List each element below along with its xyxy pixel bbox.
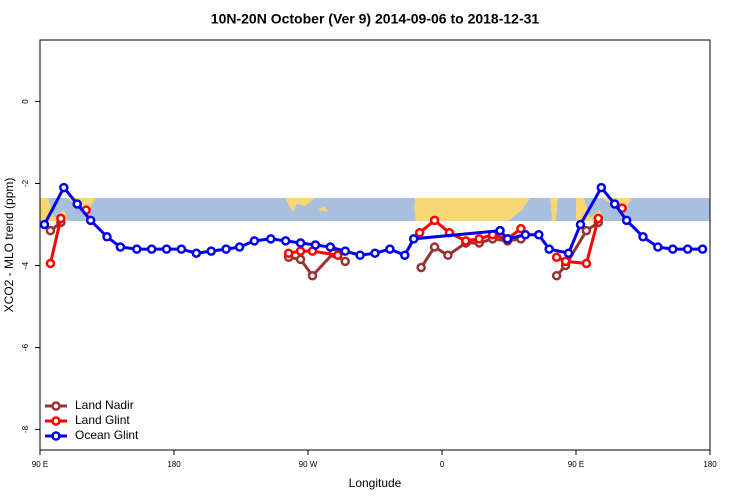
data-point xyxy=(596,182,607,193)
data-point xyxy=(161,244,172,254)
data-point xyxy=(307,271,318,281)
data-point xyxy=(283,248,294,258)
data-point xyxy=(609,199,620,209)
legend-label: Land Nadir xyxy=(75,398,134,412)
data-point xyxy=(333,250,343,260)
data-point xyxy=(682,244,693,254)
legend-marker xyxy=(51,401,61,411)
data-point xyxy=(191,248,202,258)
data-point xyxy=(355,250,365,260)
legend-label: Land Glint xyxy=(75,413,130,427)
map-land xyxy=(40,198,96,221)
data-point xyxy=(429,215,440,226)
data-point xyxy=(416,262,426,273)
data-point xyxy=(39,219,50,230)
x-tick-label: 90 W xyxy=(299,460,318,469)
data-point xyxy=(249,236,260,246)
data-point xyxy=(408,234,419,244)
data-point xyxy=(370,248,380,258)
plot-frame xyxy=(39,39,711,451)
legend-marker xyxy=(51,416,61,426)
y-tick-label: -8 xyxy=(21,425,30,433)
data-point xyxy=(621,215,632,226)
data-point xyxy=(653,242,663,252)
chart-title: 10N-20N October (Ver 9) 2014-09-06 to 20… xyxy=(211,11,540,27)
data-point xyxy=(520,230,531,240)
data-point xyxy=(560,256,571,267)
series-line xyxy=(288,249,339,257)
data-point xyxy=(59,182,69,193)
data-point xyxy=(551,271,562,281)
data-point xyxy=(146,244,157,254)
y-tick-label: -2 xyxy=(21,179,30,187)
series-line xyxy=(43,184,703,258)
y-tick-label: 0 xyxy=(21,99,30,104)
data-point xyxy=(234,242,245,252)
map-land xyxy=(285,198,328,212)
data-point xyxy=(400,250,410,260)
legend-label: Ocean Glint xyxy=(75,428,139,442)
data-point xyxy=(310,240,321,250)
data-point xyxy=(340,256,350,267)
y-tick-label: -4 xyxy=(21,261,30,269)
data-point xyxy=(495,225,505,236)
data-point xyxy=(85,215,96,226)
y-tick-label: -6 xyxy=(21,343,30,351)
data-point xyxy=(45,258,56,269)
data-point xyxy=(551,252,562,263)
data-point xyxy=(340,246,350,256)
x-tick-label: 90 E xyxy=(568,460,584,469)
data-point xyxy=(72,199,82,209)
data-point xyxy=(206,246,216,256)
data-point xyxy=(502,234,513,244)
data-point xyxy=(56,213,66,224)
legend-marker xyxy=(51,431,61,441)
series-line xyxy=(555,221,600,277)
data-point xyxy=(414,227,425,238)
data-point xyxy=(176,244,187,254)
data-point xyxy=(474,234,484,244)
data-point xyxy=(325,242,336,252)
series-line xyxy=(556,217,600,266)
data-point xyxy=(516,223,526,234)
data-point xyxy=(638,232,648,242)
data-point xyxy=(563,248,574,258)
map-band xyxy=(40,198,710,221)
x-tick-label: 180 xyxy=(703,460,717,469)
map-land xyxy=(414,198,558,221)
data-point xyxy=(575,219,586,230)
data-point xyxy=(280,236,291,246)
map-ocean xyxy=(40,198,710,221)
data-point xyxy=(115,242,126,252)
data-point xyxy=(295,254,306,265)
x-tick-label: 180 xyxy=(167,460,181,469)
data-point xyxy=(266,234,276,244)
data-point xyxy=(544,244,554,254)
data-point xyxy=(443,250,453,260)
data-point xyxy=(593,213,604,224)
data-point xyxy=(534,230,544,240)
data-point xyxy=(697,244,708,254)
data-point xyxy=(295,238,306,248)
data-point xyxy=(45,225,56,236)
data-point xyxy=(581,258,592,269)
data-point xyxy=(581,225,592,236)
x-tick-label: 90 E xyxy=(32,460,48,469)
data-point xyxy=(102,232,112,242)
x-tick-label: 0 xyxy=(440,460,445,469)
data-point xyxy=(295,246,306,256)
x-axis-label: Longitude xyxy=(349,476,402,490)
data-point xyxy=(668,244,678,254)
data-point xyxy=(461,236,471,246)
data-point xyxy=(221,244,231,254)
data-point xyxy=(132,244,142,254)
series xyxy=(39,182,708,260)
series-line xyxy=(48,218,63,264)
y-axis-label: XCO2 - MLO trend (ppm) xyxy=(2,178,16,313)
data-point xyxy=(429,242,440,252)
data-point xyxy=(385,244,395,254)
